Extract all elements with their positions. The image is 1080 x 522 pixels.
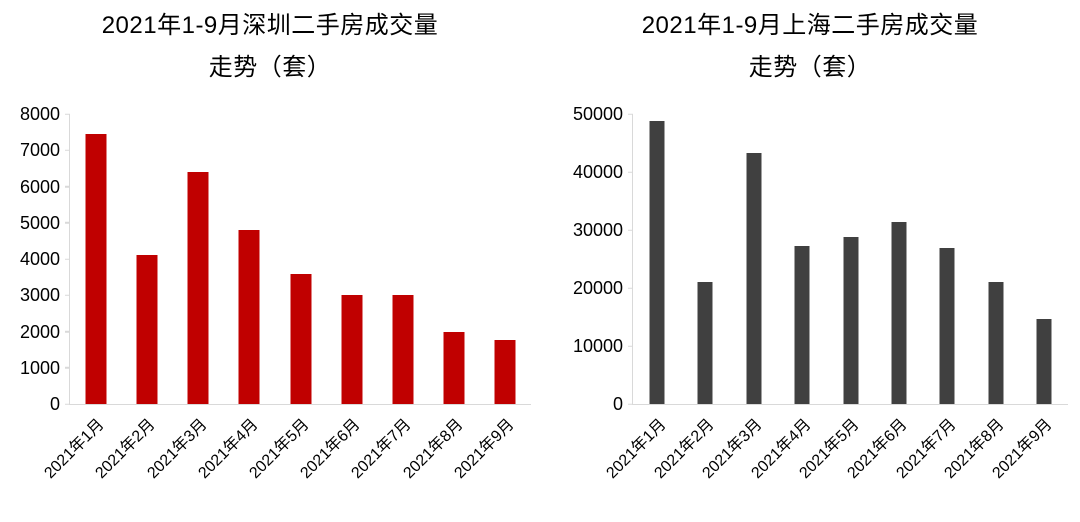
bar: [939, 247, 955, 404]
y-axis-tick-label: 50000: [572, 104, 623, 124]
bar: [341, 295, 363, 404]
y-axis-tick-label: 4000: [19, 249, 60, 269]
bar: [697, 282, 713, 404]
bar: [746, 153, 762, 404]
bar: [891, 222, 907, 404]
bar: [187, 172, 209, 404]
chart-panel-shanghai: 2021年1-9月上海二手房成交量 走势（套） 0 10000 20000 30000…: [540, 0, 1080, 522]
bar: [843, 236, 858, 404]
bar: [794, 246, 810, 404]
y-axis-tick-mark: [65, 403, 70, 405]
y-axis-tick-label: 0: [612, 394, 623, 414]
y-axis-tick-mark: [628, 345, 633, 347]
bar: [85, 133, 107, 404]
y-axis-tick-mark: [628, 113, 633, 115]
y-axis-tick-mark: [65, 113, 70, 115]
y-axis-tick-mark: [628, 171, 633, 173]
y-axis-tick-label: 6000: [19, 176, 60, 197]
chart-title-line2: 走势（套）: [208, 54, 332, 81]
y-axis-tick-mark: [65, 222, 70, 224]
y-axis-tick-label: 1000: [19, 357, 60, 378]
y-axis-tick-label: 7000: [19, 140, 60, 161]
y-axis-tick-mark: [65, 294, 70, 296]
chart-title-shenzhen: 2021年1-9月深圳二手房成交量 走势（套）: [0, 5, 540, 89]
y-axis-tick-mark: [65, 185, 70, 188]
y-axis-tick-label: 3000: [19, 285, 60, 306]
y-axis-tick-label: 0: [49, 394, 60, 414]
chart-title-line1: 2021年1-9月上海二手房成交量: [641, 12, 979, 39]
y-axis-tick-mark: [628, 403, 633, 405]
bar: [443, 332, 465, 404]
y-axis-tick-mark: [628, 229, 633, 231]
plot-area-shanghai: 0 10000 20000 30000 40000 50000 2021年1月 2021年2月…: [573, 105, 1068, 482]
y-axis-tick-mark: [628, 287, 633, 289]
plot-area-shenzhen: 0 1000 2000 3000 4000 5000 6000 7000 8000 2021年1月…: [20, 105, 531, 482]
chart-title-shanghai: 2021年1-9月上海二手房成交量 走势（套）: [540, 5, 1080, 89]
bar: [494, 340, 516, 404]
y-axis-tick-label: 30000: [572, 220, 623, 240]
y-axis-tick-mark: [65, 149, 70, 151]
y-axis-tick-label: 5000: [19, 212, 60, 233]
bar: [1036, 318, 1052, 404]
y-axis-tick-label: 20000: [572, 278, 623, 298]
y-axis-tick-mark: [65, 258, 70, 260]
bar: [988, 282, 1003, 404]
y-axis-tick-label: 40000: [572, 162, 623, 182]
bar: [392, 295, 414, 404]
y-axis-tick-mark: [65, 367, 70, 369]
bar: [290, 273, 311, 404]
bar: [136, 255, 158, 404]
chart-title-line1: 2021年1-9月深圳二手房成交量: [101, 12, 439, 39]
y-axis-tick-label: 2000: [19, 321, 60, 342]
bar: [649, 120, 665, 404]
bar: [238, 230, 260, 404]
chart-panel-shenzhen: 2021年1-9月深圳二手房成交量 走势（套） 0 1000 2000 3000 400…: [0, 5, 540, 482]
y-axis-tick-label: 8000: [19, 104, 60, 124]
chart-title-line2: 走势（套）: [748, 54, 872, 81]
y-axis-tick-label: 10000: [572, 336, 623, 356]
y-axis-tick-mark: [65, 330, 70, 333]
